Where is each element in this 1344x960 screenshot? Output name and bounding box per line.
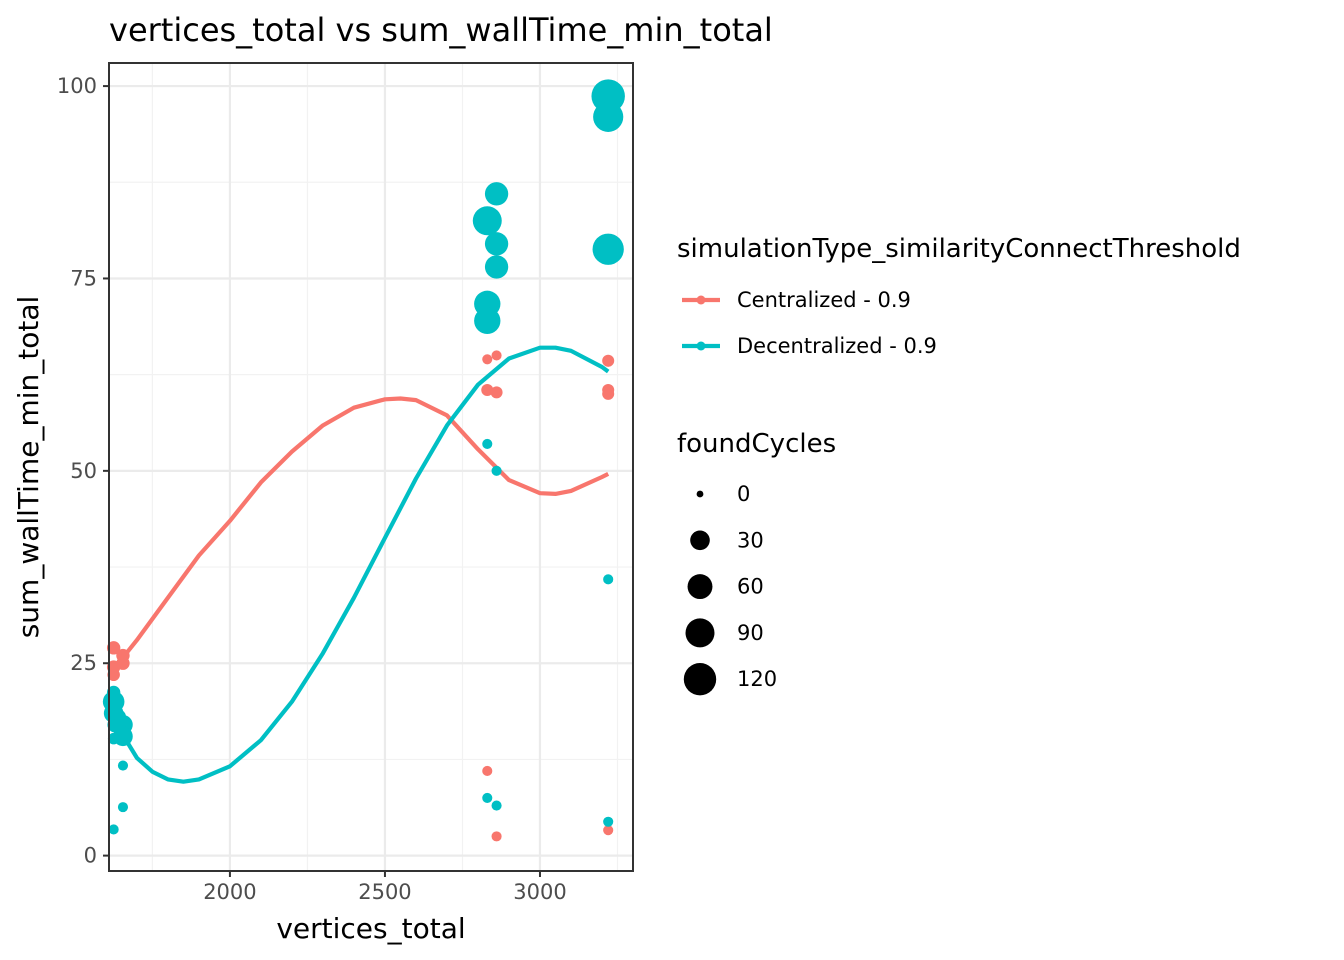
data-point <box>472 206 502 236</box>
data-point <box>491 831 502 842</box>
data-point <box>593 101 624 132</box>
data-point <box>491 465 502 476</box>
y-axis: 0 25 50 75 100 <box>57 74 109 868</box>
data-point <box>491 350 502 361</box>
x-tick-label: 2000 <box>203 880 256 904</box>
size-legend-label: 30 <box>737 528 764 552</box>
y-tick-label: 75 <box>70 266 97 290</box>
data-point <box>116 656 130 670</box>
data-point <box>602 387 615 400</box>
data-point <box>117 760 129 771</box>
data-point <box>484 232 509 256</box>
size-legend: 0 30 60 90 120 <box>683 482 777 696</box>
data-point <box>117 802 129 813</box>
y-tick-label: 100 <box>57 74 97 98</box>
data-point <box>482 438 493 449</box>
y-tick-label: 25 <box>70 651 97 675</box>
legend-label: Centralized - 0.9 <box>737 288 911 312</box>
x-tick-label: 3000 <box>513 880 566 904</box>
x-axis: 2000 2500 3000 <box>203 871 567 904</box>
legend-label: Decentralized - 0.9 <box>737 334 937 358</box>
data-point <box>107 668 120 682</box>
trend-lines <box>119 345 610 784</box>
legend-key-point <box>696 295 706 305</box>
data-point <box>481 384 494 397</box>
size-legend-key <box>690 530 710 551</box>
data-point <box>484 255 509 279</box>
plot-panel <box>109 63 633 871</box>
size-legend-label: 90 <box>737 621 764 645</box>
y-tick-label: 50 <box>70 459 97 483</box>
size-legend-label: 60 <box>737 575 764 599</box>
size-legend-key <box>683 663 717 696</box>
data-point <box>603 574 614 585</box>
legend-key-point <box>696 341 706 351</box>
size-legend-key <box>687 574 713 600</box>
color-legend: Centralized - 0.9 Decentralized - 0.9 <box>682 288 937 358</box>
data-point <box>474 307 501 334</box>
data-point <box>592 233 624 265</box>
data-point <box>484 182 509 206</box>
data-point <box>482 765 493 777</box>
data-point <box>602 354 615 367</box>
color-legend-title: simulationType_similarityConnectThreshol… <box>677 234 1241 264</box>
grid-lines <box>109 63 633 871</box>
size-legend-title: foundCycles <box>677 429 836 459</box>
data-point <box>603 816 614 827</box>
size-legend-key <box>696 490 704 498</box>
size-legend-label: 120 <box>737 667 777 691</box>
chart-title: vertices_total vs sum_wallTime_min_total <box>109 11 773 49</box>
y-tick-label: 0 <box>84 844 97 868</box>
y-axis-title: sum_wallTime_min_total <box>12 296 45 639</box>
data-point <box>108 824 119 835</box>
data-point <box>106 641 121 655</box>
data-point <box>490 386 503 399</box>
data-point <box>482 354 493 365</box>
x-tick-label: 2500 <box>358 880 411 904</box>
data-point <box>107 732 120 745</box>
trend-line <box>119 345 610 784</box>
data-point <box>603 825 614 836</box>
x-axis-title: vertices_total <box>276 912 465 945</box>
data-point <box>482 792 493 803</box>
data-point <box>491 800 502 811</box>
trend-line <box>119 396 610 661</box>
size-legend-label: 0 <box>737 482 750 506</box>
size-legend-key <box>685 618 715 648</box>
plot-border <box>108 62 634 872</box>
